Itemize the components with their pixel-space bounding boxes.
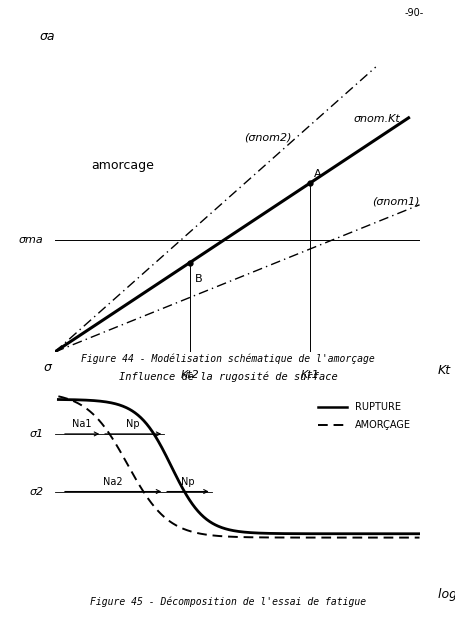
Text: Influence de la rugosité de surface: Influence de la rugosité de surface (118, 371, 337, 381)
Text: σma: σma (19, 235, 44, 245)
Text: amorcage: amorcage (91, 159, 154, 172)
Text: Figure 44 - Modélisation schématique de l'amorçage: Figure 44 - Modélisation schématique de … (81, 353, 374, 364)
Text: log N: log N (437, 588, 455, 600)
Text: (σnom1): (σnom1) (371, 197, 419, 207)
Text: σ1: σ1 (30, 429, 44, 439)
Text: Kt: Kt (437, 364, 450, 377)
Text: Kt2: Kt2 (180, 370, 199, 380)
Text: Kt1: Kt1 (300, 370, 319, 380)
Text: σnom.Kt: σnom.Kt (353, 115, 400, 124)
Text: Na1: Na1 (72, 419, 91, 429)
Text: B: B (195, 275, 202, 284)
Text: Na2: Na2 (103, 477, 123, 486)
Text: σ: σ (43, 362, 51, 374)
Text: Np: Np (126, 419, 140, 429)
Text: -90-: -90- (404, 8, 423, 18)
Text: σ2: σ2 (30, 486, 44, 497)
Text: Np: Np (181, 477, 194, 486)
Text: σa: σa (40, 30, 55, 43)
Legend: RUPTURE, AMORÇAGE: RUPTURE, AMORÇAGE (313, 399, 414, 434)
Text: (σnom2): (σnom2) (244, 132, 291, 142)
Text: A: A (313, 168, 321, 179)
Text: Figure 45 - Décomposition de l'essai de fatigue: Figure 45 - Décomposition de l'essai de … (90, 596, 365, 607)
